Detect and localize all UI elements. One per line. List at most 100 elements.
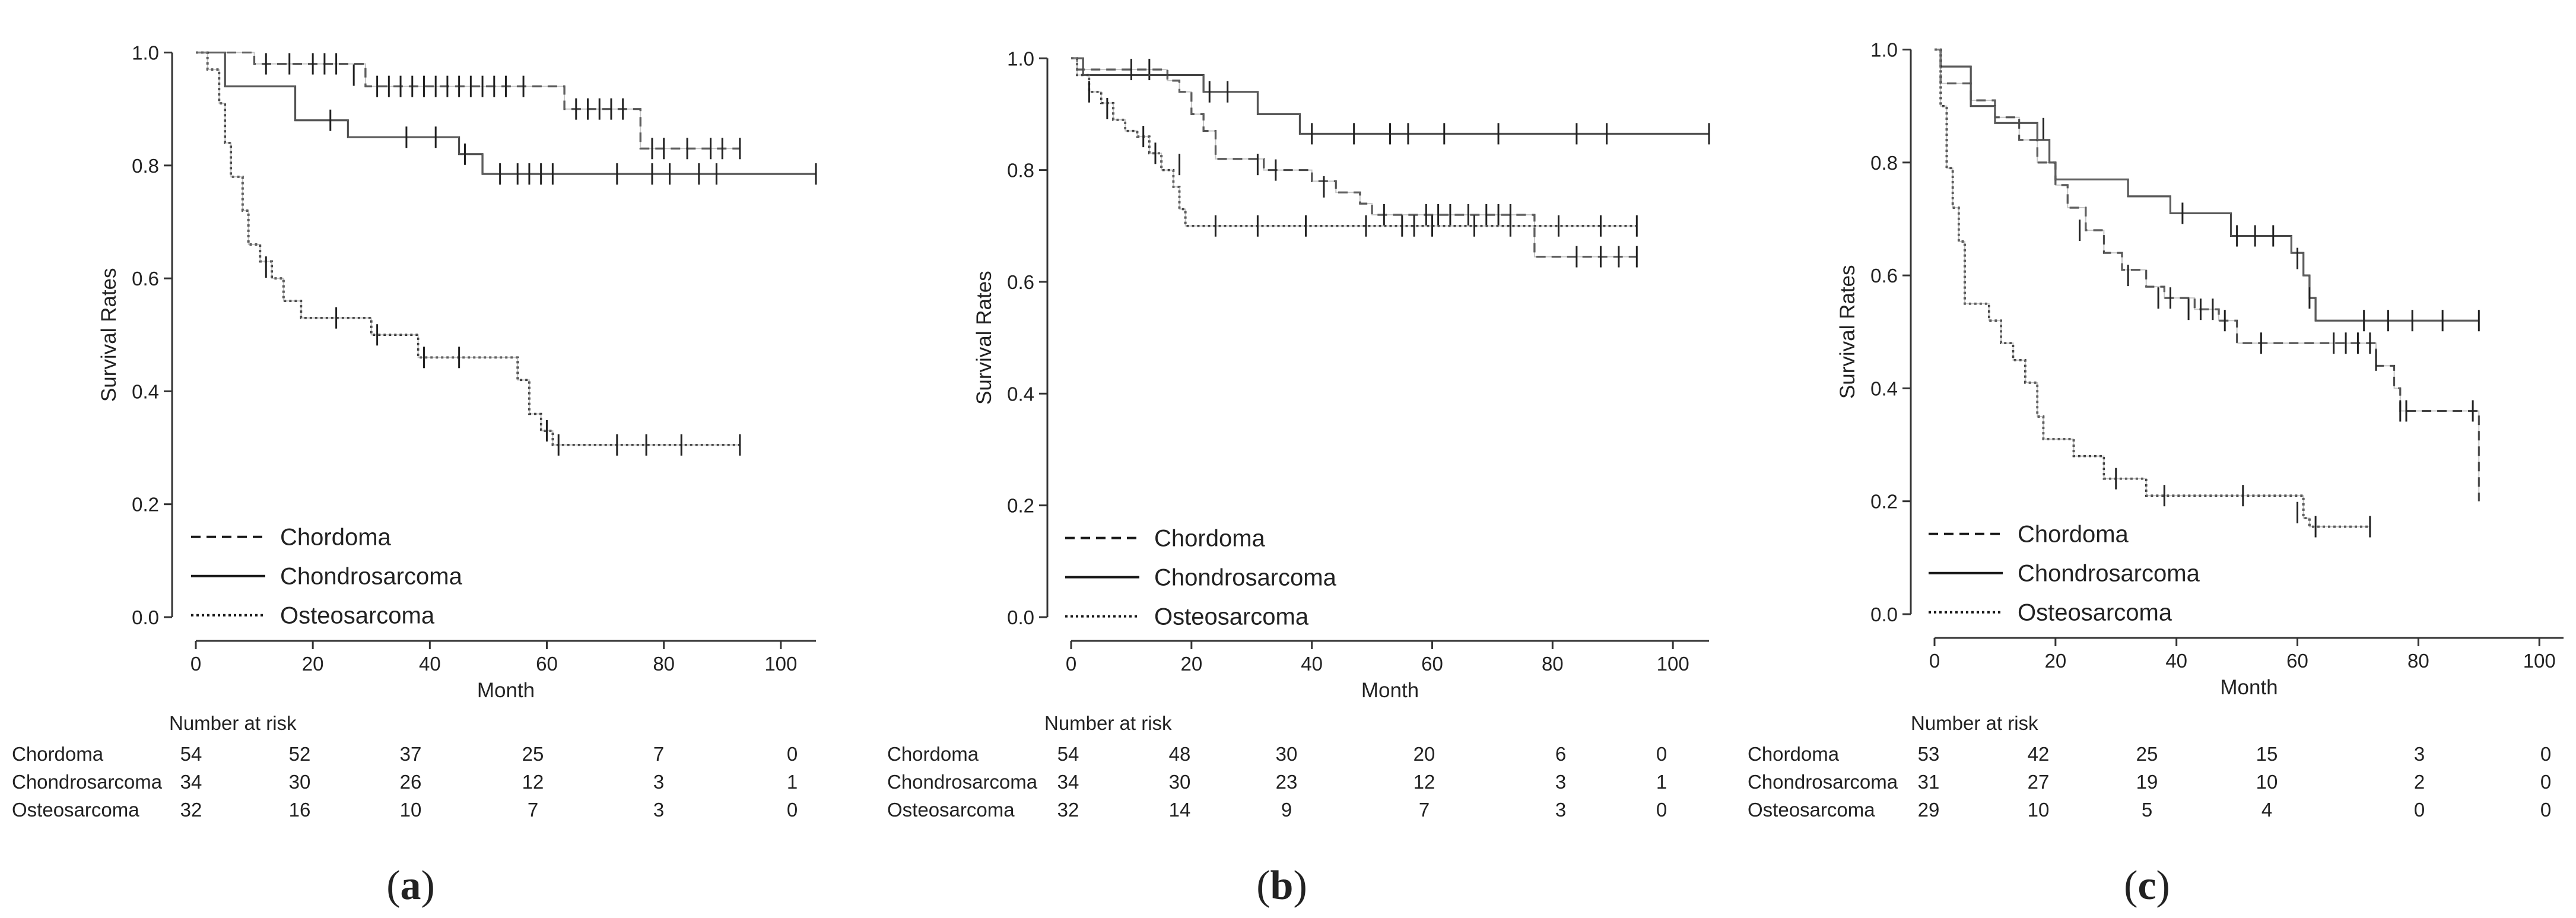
x-tick-label: 100	[1657, 653, 1689, 675]
risk-count: 34	[1057, 771, 1079, 793]
legend-label-chondrosarcoma: Chondrosarcoma	[280, 564, 463, 590]
y-axis-title: Survival Rates	[97, 268, 120, 402]
legend-label-osteosarcoma: Osteosarcoma	[1154, 604, 1309, 630]
panel-label-letter: c	[2137, 863, 2156, 909]
legend-label-chordoma: Chordoma	[280, 525, 392, 551]
panel-label-open: (	[1256, 863, 1270, 909]
risk-count: 3	[653, 771, 664, 793]
risk-count: 0	[2414, 799, 2425, 821]
risk-count: 16	[289, 799, 311, 821]
chart-panel-a: 0.00.20.40.60.81.00 20 40 60 80 100MonthSurvi…	[12, 42, 817, 909]
risk-table-title: Number at risk	[1044, 712, 1172, 734]
y-tick-label: 0.4	[132, 380, 159, 402]
risk-count: 42	[2028, 743, 2050, 765]
risk-count: 37	[400, 743, 422, 765]
x-tick-label: 40	[2165, 650, 2187, 672]
osteosarcoma-survival-curve-overlay	[1935, 49, 2370, 528]
risk-count: 3	[2414, 743, 2425, 765]
x-tick-label: 0	[190, 653, 201, 675]
risk-count: 54	[1057, 743, 1079, 765]
risk-row-label-chondrosarcoma: Chondrosarcoma	[12, 771, 163, 793]
y-tick-label: 0.8	[1870, 152, 1898, 174]
panel-label: (a)	[386, 863, 435, 909]
panel-label-open: (	[386, 863, 400, 909]
y-tick-label: 0.0	[132, 606, 159, 628]
legend-label-chordoma: Chordoma	[1154, 526, 1266, 552]
chart-panel-c: 0.00.20.40.60.81.00 20 40 60 80 100MonthSurvi…	[1748, 39, 2564, 909]
risk-count: 54	[180, 743, 202, 765]
panel-label-letter: a	[401, 863, 421, 909]
risk-row-label-chordoma: Chordoma	[12, 743, 104, 765]
risk-count: 26	[400, 771, 422, 793]
risk-count: 29	[1918, 799, 1940, 821]
chordoma-survival-curve-overlay	[196, 52, 740, 150]
y-tick-label: 0.6	[1007, 271, 1034, 293]
risk-count: 4	[2261, 799, 2272, 821]
x-tick-label: 40	[1301, 653, 1323, 675]
chondrosarcoma-survival-curve-overlay	[1935, 49, 2479, 322]
x-axis-title: Month	[2220, 676, 2278, 699]
risk-count: 2	[2414, 771, 2425, 793]
x-axis-title: Month	[1361, 679, 1419, 702]
y-axis-title: Survival Rates	[973, 271, 996, 405]
legend-label-chordoma: Chordoma	[2018, 522, 2129, 548]
risk-count: 0	[2540, 771, 2551, 793]
risk-count: 30	[289, 771, 311, 793]
risk-count: 15	[2256, 743, 2278, 765]
risk-row-label-chordoma: Chordoma	[887, 743, 979, 765]
risk-table-title: Number at risk	[1911, 712, 2038, 734]
y-tick-label: 0.8	[132, 155, 159, 177]
panel-label-close: )	[2156, 863, 2170, 909]
y-tick-label: 0.0	[1007, 606, 1034, 628]
panel-label-letter: b	[1270, 863, 1294, 909]
risk-count: 9	[1281, 799, 1292, 821]
risk-count: 12	[1414, 771, 1435, 793]
chart-panel-b: 0.00.20.40.60.81.00 20 40 60 80 100MonthSurvi…	[887, 47, 1710, 909]
x-tick-label: 20	[1180, 653, 1202, 675]
y-tick-label: 0.2	[132, 494, 159, 516]
risk-count: 25	[522, 743, 544, 765]
risk-row-label-osteosarcoma: Osteosarcoma	[1748, 799, 1875, 821]
risk-count: 5	[2142, 799, 2152, 821]
chondrosarcoma-survival-curve-overlay	[196, 52, 816, 175]
risk-count: 14	[1169, 799, 1191, 821]
risk-count: 3	[1555, 771, 1566, 793]
x-axis-title: Month	[477, 679, 535, 702]
x-tick-label: 60	[536, 653, 558, 675]
risk-count: 12	[522, 771, 544, 793]
risk-count: 27	[2028, 771, 2050, 793]
risk-count: 48	[1169, 743, 1191, 765]
risk-row-label-chondrosarcoma: Chondrosarcoma	[887, 771, 1038, 793]
risk-count: 30	[1169, 771, 1191, 793]
risk-count: 10	[2256, 771, 2278, 793]
risk-count: 7	[1419, 799, 1430, 821]
risk-count: 34	[180, 771, 202, 793]
y-tick-label: 1.0	[132, 42, 159, 64]
risk-count: 32	[1057, 799, 1079, 821]
risk-count: 23	[1276, 771, 1298, 793]
risk-count: 0	[2540, 743, 2551, 765]
y-tick-label: 1.0	[1007, 47, 1034, 69]
risk-count: 31	[1918, 771, 1940, 793]
x-tick-label: 0	[1066, 653, 1076, 675]
x-tick-label: 100	[2523, 650, 2556, 672]
risk-count: 19	[2136, 771, 2158, 793]
y-tick-label: 1.0	[1870, 39, 1898, 61]
legend-label-osteosarcoma: Osteosarcoma	[280, 603, 435, 629]
legend-label-chondrosarcoma: Chondrosarcoma	[2018, 561, 2200, 587]
x-tick-label: 40	[419, 653, 441, 675]
risk-count: 32	[180, 799, 202, 821]
panel-label-close: )	[1293, 863, 1307, 909]
x-tick-label: 0	[1929, 650, 1940, 672]
x-tick-label: 80	[1542, 653, 1564, 675]
risk-count: 7	[528, 799, 538, 821]
risk-count: 0	[1656, 799, 1667, 821]
x-tick-label: 80	[653, 653, 675, 675]
risk-count: 20	[1414, 743, 1435, 765]
risk-count: 0	[787, 743, 798, 765]
risk-row-label-osteosarcoma: Osteosarcoma	[12, 799, 139, 821]
y-tick-label: 0.0	[1870, 603, 1898, 625]
risk-count: 7	[653, 743, 664, 765]
legend-label-osteosarcoma: Osteosarcoma	[2018, 600, 2172, 626]
